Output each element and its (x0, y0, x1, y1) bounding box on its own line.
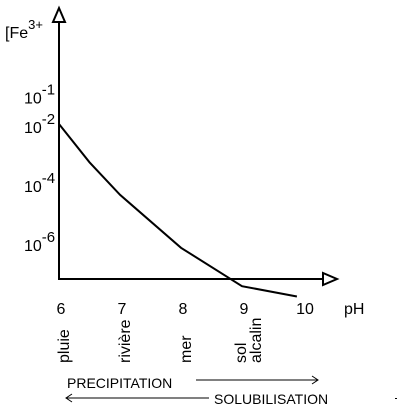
solubilisation-label: SOLUBILISATION (214, 391, 328, 407)
stray-mark (395, 398, 397, 399)
y-axis-label-base: [Fe (5, 25, 28, 42)
x-axis-label: pH (344, 301, 364, 318)
y-tick-exponent: -2 (42, 111, 55, 128)
series-line (58, 123, 298, 298)
precipitation-arrow-head (311, 375, 319, 385)
x-tick-label: 7 (118, 301, 127, 318)
y-tick-base: 10 (24, 120, 42, 137)
y-axis-label: [Fe3+ (5, 17, 43, 42)
y-tick-labels: 10-110-210-410-6 (24, 82, 55, 256)
precipitation-label: PRECIPITATION (67, 375, 172, 391)
category-label: pluie (56, 329, 73, 363)
x-tick-label: 8 (179, 301, 188, 318)
category-label: mer (178, 335, 195, 363)
y-tick-label: 10-1 (24, 82, 55, 108)
category-label: sol (233, 343, 250, 363)
category-label: alcalin (248, 318, 265, 363)
y-tick-exponent: -1 (42, 82, 55, 99)
y-tick-label: 10-2 (24, 111, 55, 137)
category-label: rivière (117, 319, 134, 363)
y-tick-base: 10 (24, 238, 42, 255)
y-axis-arrow (51, 5, 67, 23)
y-tick-exponent: -4 (42, 170, 55, 187)
x-tick-label: 10 (296, 301, 314, 318)
y-tick-label: 10-6 (24, 229, 55, 255)
y-tick-base: 10 (24, 179, 42, 196)
x-tick-label: 9 (240, 301, 249, 318)
y-tick-exponent: -6 (42, 229, 55, 246)
solubilisation-arrow-head (65, 393, 73, 403)
x-axis-arrow (322, 271, 340, 287)
x-tick-label: 6 (57, 301, 66, 318)
y-axis-label-sup: 3+ (28, 17, 43, 32)
x-tick-labels: 6 7 8 9 10 (57, 301, 314, 318)
y-tick-base: 10 (24, 91, 42, 108)
y-tick-label: 10-4 (24, 170, 55, 196)
